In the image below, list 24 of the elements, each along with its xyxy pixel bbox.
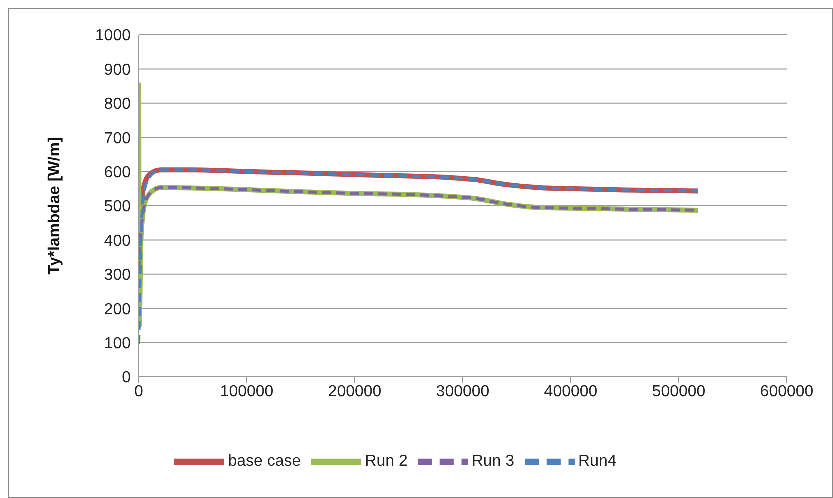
y-tick-label: 1000 <box>95 28 132 45</box>
y-axis-title: Ty*lambdae [W/m] <box>46 137 64 275</box>
y-tick-label: 600 <box>104 164 132 182</box>
x-tick-label: 200000 <box>328 383 382 400</box>
y-tick-label: 400 <box>104 232 132 250</box>
x-tick-label: 600000 <box>760 383 814 400</box>
line-series <box>139 168 700 346</box>
x-tick-label: 400000 <box>544 383 598 400</box>
y-tick-label: 300 <box>104 267 132 284</box>
y-tick-label: 700 <box>104 130 132 148</box>
y-tick-label: 800 <box>104 96 132 114</box>
legend-label: Run4 <box>578 453 617 470</box>
x-tick-label: 0 <box>134 383 144 400</box>
legend-label: Run 2 <box>365 453 408 470</box>
x-tick-label: 100000 <box>220 383 274 400</box>
y-tick-label: 500 <box>104 198 132 216</box>
y-tick-label: 200 <box>104 301 132 318</box>
x-tick-label: 500000 <box>652 383 706 400</box>
y-tick-label: 900 <box>104 62 132 79</box>
legend-label: base case <box>228 453 302 470</box>
y-tick-label: 0 <box>122 370 132 387</box>
x-tick-label: 300000 <box>436 383 490 400</box>
y-tick-label: 100 <box>104 335 132 352</box>
legend-label: Run 3 <box>472 453 515 470</box>
